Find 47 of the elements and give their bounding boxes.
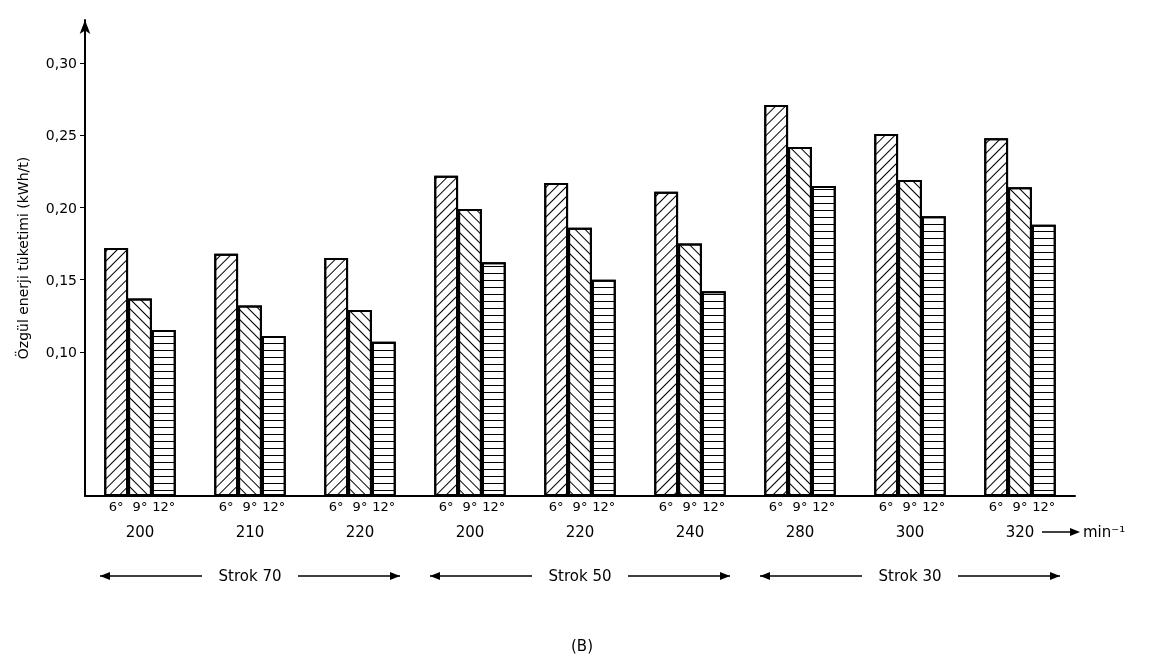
- y-tick-label: 0,30: [45, 55, 77, 72]
- x-tick-label: 280: [785, 522, 815, 541]
- text: 9°: [462, 499, 478, 514]
- text: 9°: [792, 499, 808, 514]
- text: 9°: [1012, 499, 1028, 514]
- text: 6°: [218, 499, 234, 514]
- x-tick-label: 240: [675, 522, 705, 541]
- x-tick-label: 220: [345, 522, 375, 541]
- text: 12°: [372, 499, 396, 514]
- y-tick-label: 0,20: [45, 199, 77, 216]
- text: 9°: [242, 499, 258, 514]
- x-tick-label: 200: [455, 522, 485, 541]
- text: 6°: [548, 499, 564, 514]
- text: Strok 70: [218, 567, 282, 585]
- x-tick-label: 320: [1005, 522, 1035, 541]
- x-tick-label: 300: [895, 522, 925, 541]
- x-tick-label: 220: [565, 522, 595, 541]
- y-tick-label: 0,15: [45, 271, 77, 288]
- text: 9°: [572, 499, 588, 514]
- text: 6°: [328, 499, 344, 514]
- y-axis-title: Özgül enerji tüketimi (kWh/t): [14, 156, 31, 360]
- text: 12°: [592, 499, 616, 514]
- text: 12°: [702, 499, 726, 514]
- x-axis-title: min⁻¹: [1083, 523, 1126, 541]
- x-tick-label: 210: [235, 522, 265, 541]
- series-label: 12°: [1032, 499, 1056, 514]
- y-tick-label: 0,10: [45, 343, 77, 360]
- text: 9°: [902, 499, 918, 514]
- text: 12°: [152, 499, 176, 514]
- text: 6°: [438, 499, 454, 514]
- text: 12°: [262, 499, 286, 514]
- text: 6°: [658, 499, 674, 514]
- series-label: 9°: [132, 499, 148, 514]
- x-tick-label: 200: [125, 522, 155, 541]
- series-label: 6°: [108, 499, 124, 514]
- text: 12°: [922, 499, 946, 514]
- text: 6°: [878, 499, 894, 514]
- text: 12°: [812, 499, 836, 514]
- y-tick-label: 0,25: [45, 127, 77, 144]
- text: 6°: [988, 499, 1004, 514]
- text: Strok 50: [548, 567, 612, 585]
- text: (B): [571, 637, 593, 655]
- text: 9°: [352, 499, 368, 514]
- text: Strok 30: [878, 567, 942, 585]
- text: 9°: [682, 499, 698, 514]
- text: 6°: [768, 499, 784, 514]
- text: 12°: [482, 499, 506, 514]
